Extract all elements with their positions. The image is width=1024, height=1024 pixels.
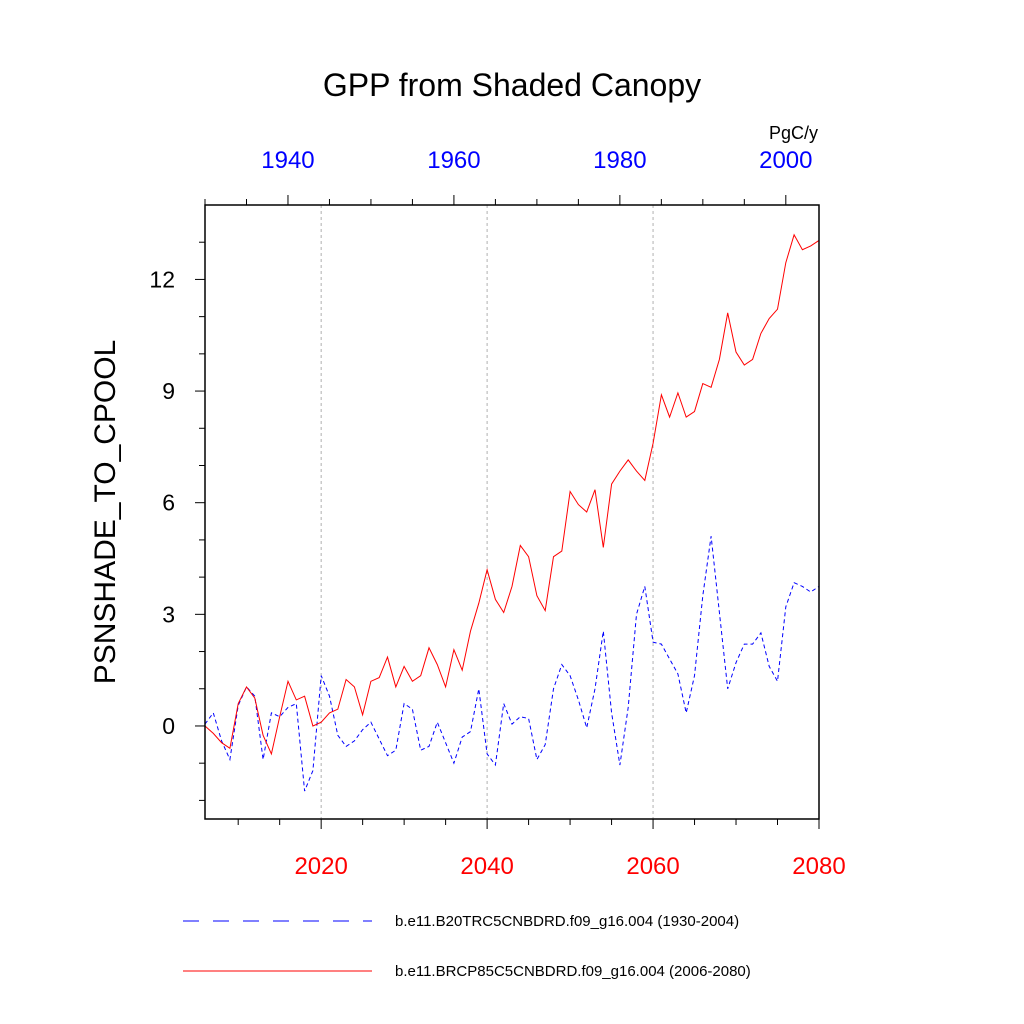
x-bottom-tick-label: 2060 xyxy=(626,853,679,880)
series-line-1 xyxy=(204,536,820,792)
legend-label-1: b.e11.B20TRC5CNBDRD.f09_g16.004 (1930-20… xyxy=(395,913,739,930)
units-label: PgC/y xyxy=(769,123,818,143)
y-axis-label: PSNSHADE_TO_CPOOL xyxy=(89,340,122,685)
x-top-tick-label: 1940 xyxy=(261,147,314,174)
y-tick-label: 12 xyxy=(149,266,175,292)
series-line-2 xyxy=(204,233,820,756)
legend-label-2: b.e11.BRCP85C5CNBDRD.f09_g16.004 (2006-2… xyxy=(395,963,751,980)
x-top-tick-label: 2000 xyxy=(759,147,812,174)
plot-frame xyxy=(204,204,820,820)
y-tick-label: 9 xyxy=(162,378,175,404)
x-bottom-tick-label: 2040 xyxy=(460,853,513,880)
x-bottom-tick-label: 2080 xyxy=(792,853,845,880)
x-bottom-tick-label: 2020 xyxy=(294,853,347,880)
x-top-tick-label: 1960 xyxy=(427,147,480,174)
x-top-tick-label: 1980 xyxy=(593,147,646,174)
reference-lines xyxy=(320,205,654,819)
y-tick-label: 6 xyxy=(162,490,175,516)
axes: 0 3 6 9 12 2020 2040 2060 2080 1940 1960 1980 2000 xyxy=(149,147,845,880)
y-tick-label: 3 xyxy=(162,601,175,627)
series-group xyxy=(204,233,820,792)
legend: b.e11.B20TRC5CNBDRD.f09_g16.004 (1930-20… xyxy=(183,913,751,980)
y-tick-label: 0 xyxy=(162,713,175,739)
chart-title: GPP from Shaded Canopy xyxy=(323,67,701,103)
